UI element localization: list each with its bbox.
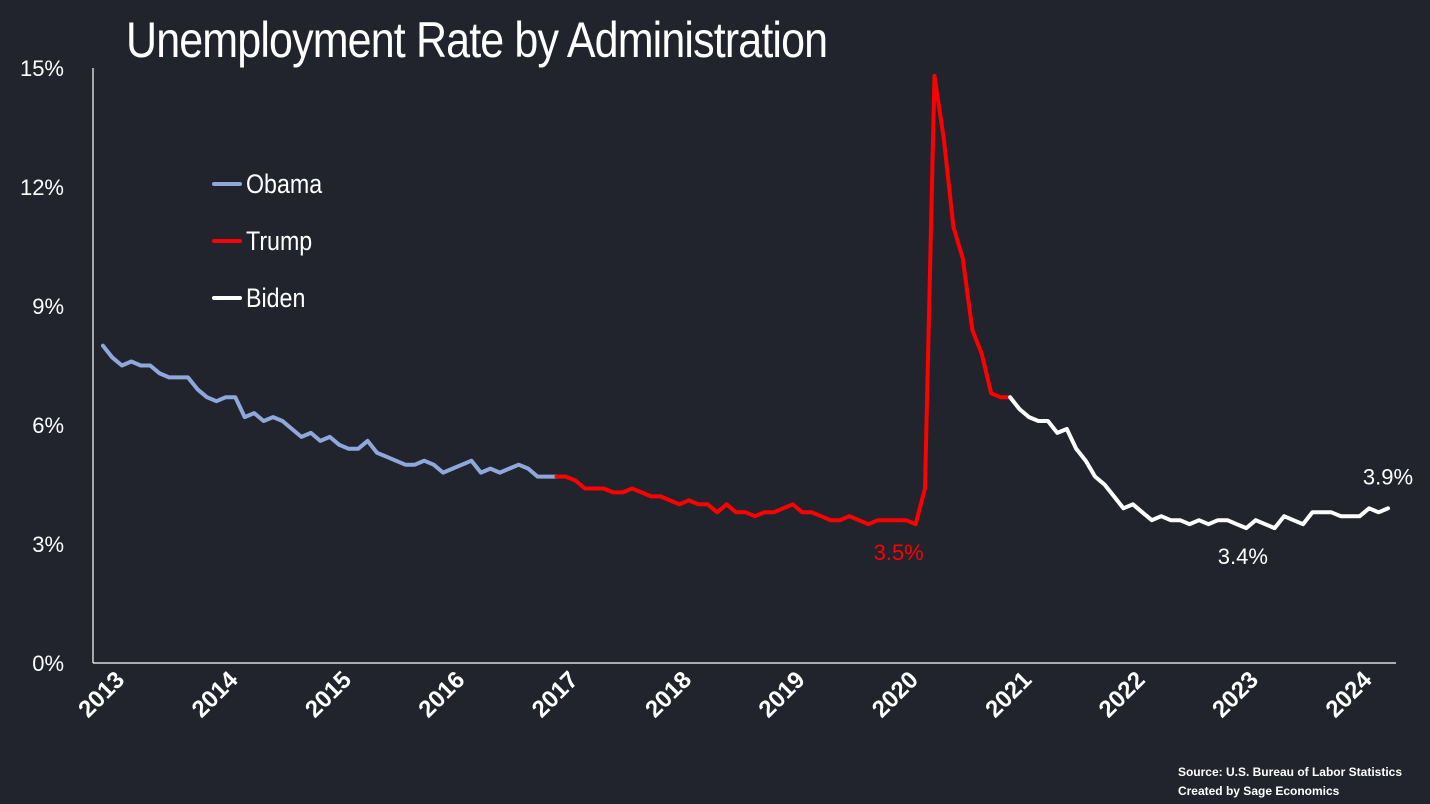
legend-item-trump: Trump [212, 212, 335, 269]
x-tick-label: 2019 [754, 666, 811, 723]
legend-label-biden: Biden [246, 282, 306, 313]
annotation-label: 3.5% [874, 540, 924, 565]
credit-text: Created by Sage Economics [1177, 784, 1340, 798]
source-text: Source: U.S. Bureau of Labor Statistics [1177, 765, 1402, 779]
annotation-label: 3.9% [1363, 464, 1413, 489]
annotation-label: 3.4% [1218, 544, 1268, 569]
y-tick-label: 15% [20, 56, 64, 81]
y-tick-label: 3% [32, 532, 64, 557]
series-line-biden [1008, 395, 1390, 531]
chart-title: Unemployment Rate by Administration [126, 12, 828, 68]
y-tick-label: 9% [32, 294, 64, 319]
x-tick-label: 2015 [300, 666, 357, 723]
x-tick-label: 2014 [187, 666, 244, 723]
x-tick-label: 2021 [980, 666, 1037, 723]
x-tick-label: 2017 [527, 666, 584, 723]
source-note: Source: U.S. Bureau of Labor Statistics … [1178, 763, 1402, 801]
x-tick-label: 2023 [1207, 666, 1264, 723]
series-lines [101, 73, 1390, 531]
legend-item-obama: Obama [212, 155, 335, 212]
chart-annotations: 3.5% 3.4% 3.9% [874, 464, 1413, 569]
x-tick-label: 2020 [867, 666, 924, 723]
chart-legend: Obama Trump Biden [212, 155, 335, 326]
x-axis-ticks: 2013 2014 2015 2016 2017 2018 2019 2020 2021 2022… [73, 666, 1378, 723]
x-tick-label: 2018 [640, 666, 697, 723]
series-line-obama [101, 343, 559, 479]
y-axis-ticks: 0% 3% 6% 9% 12% 15% [20, 56, 64, 676]
legend-label-trump: Trump [246, 225, 313, 256]
series-line-trump [554, 73, 1013, 527]
x-tick-label: 2024 [1320, 666, 1377, 723]
legend-swatch-biden [212, 295, 242, 300]
x-tick-label: 2016 [413, 666, 470, 723]
legend-swatch-trump [212, 238, 242, 243]
y-tick-label: 0% [32, 651, 64, 676]
x-tick-label: 2013 [73, 666, 130, 723]
x-tick-label: 2022 [1094, 666, 1151, 723]
legend-item-biden: Biden [212, 269, 335, 326]
y-tick-label: 12% [20, 175, 64, 200]
chart-axes [92, 68, 1396, 664]
legend-swatch-obama [212, 181, 242, 186]
legend-label-obama: Obama [246, 168, 323, 199]
y-tick-label: 6% [32, 413, 64, 438]
